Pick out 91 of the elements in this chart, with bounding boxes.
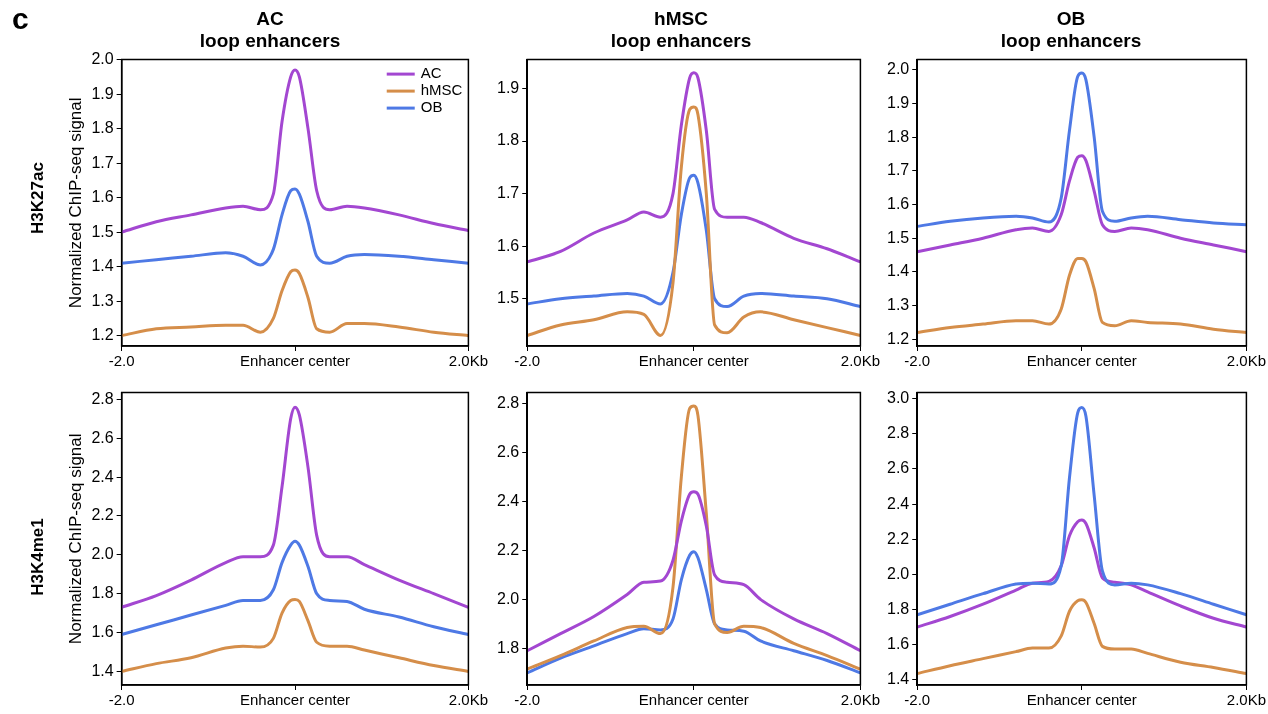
text: H3K4me1 [27, 518, 48, 596]
line-series [121, 539, 469, 636]
y-tick-label: 1.4 [886, 262, 910, 280]
line-series [917, 71, 1247, 228]
y-tick-label: 1.5 [91, 222, 114, 240]
line-series [917, 256, 1247, 335]
y-tick-label: 1.2 [886, 329, 910, 347]
y-tick-label: 2.4 [91, 467, 114, 485]
y-tick-label: 1.8 [886, 599, 910, 617]
y-tick-label: 1.7 [496, 184, 520, 202]
y-tick-label: 3.0 [886, 389, 910, 407]
y-tick-label: 2.0 [496, 589, 520, 607]
x-tick-label: 2.0Kb [1226, 691, 1266, 709]
line-series [121, 268, 469, 338]
x-tick-label: Enhancer center [1026, 352, 1137, 370]
y-tick-label: 1.5 [886, 228, 910, 246]
line-series [121, 598, 469, 673]
y-tick-label: 1.5 [496, 289, 520, 307]
line-series [527, 404, 861, 671]
chart-title: AC loop enhancers [199, 7, 341, 52]
y-tick-label: 2.2 [886, 529, 910, 547]
y-tick-label: 2.6 [91, 428, 114, 446]
legend-label: hMSC [420, 81, 463, 99]
x-tick-label: -2.0 [108, 352, 135, 370]
y-tick-label: 1.6 [91, 622, 114, 640]
line-series [121, 405, 469, 609]
y-tick-label: 1.3 [886, 295, 910, 313]
x-tick-label: Enhancer center [239, 691, 351, 709]
y-tick-label: 1.8 [91, 119, 114, 137]
y-tick-label: 1.6 [886, 194, 910, 212]
x-tick-label: -2.0 [904, 352, 931, 370]
y-tick-label: 2.8 [91, 389, 114, 407]
line-series [917, 154, 1247, 254]
x-tick-label: 2.0Kb [448, 691, 488, 709]
y-tick-label: 1.4 [91, 661, 114, 679]
x-tick-label: Enhancer center [239, 352, 351, 370]
line-series [917, 598, 1247, 676]
x-tick-label: Enhancer center [638, 352, 749, 370]
x-tick-label: 2.0Kb [448, 352, 488, 370]
y-tick-label: 1.6 [886, 635, 910, 653]
y-tick-label: 1.2 [91, 326, 114, 344]
x-tick-label: -2.0 [514, 352, 541, 370]
x-tick-label: 2.0Kb [1226, 352, 1266, 370]
chart-title: hMSC loop enhancers [610, 7, 752, 52]
x-tick-label: Enhancer center [638, 691, 749, 709]
y-tick-label: 1.9 [886, 93, 910, 111]
y-tick-label: 1.4 [886, 670, 910, 688]
line-series [917, 406, 1247, 617]
y-tick-label: 2.2 [91, 506, 114, 524]
legend-label: OB [420, 98, 443, 116]
line-series [121, 68, 469, 234]
y-tick-label: 1.6 [496, 236, 520, 254]
y-tick-label: 1.8 [91, 584, 114, 602]
line-series [527, 550, 861, 675]
x-tick-label: -2.0 [904, 691, 931, 709]
x-tick-label: 2.0Kb [840, 691, 880, 709]
line-series [527, 71, 861, 264]
y-tick-label: 2.0 [91, 50, 114, 68]
y-tick-label: 1.4 [91, 257, 114, 275]
y-axis-title: Normalized ChIP-seq signal [65, 433, 85, 645]
y-axis-title: Normalized ChIP-seq signal [65, 97, 85, 309]
legend-label: AC [420, 64, 442, 82]
x-tick-label: 2.0Kb [840, 352, 880, 370]
line-series [121, 187, 469, 267]
y-tick-label: 1.9 [91, 84, 114, 102]
y-tick-label: 2.4 [496, 491, 520, 509]
chart-title: OB loop enhancers [1000, 7, 1142, 52]
y-tick-label: 2.4 [886, 494, 910, 512]
x-tick-label: -2.0 [108, 691, 135, 709]
y-tick-label: 2.8 [496, 394, 520, 412]
line-series [527, 105, 861, 337]
text: H3K27ac [27, 161, 48, 234]
y-tick-label: 1.3 [91, 291, 114, 309]
y-tick-label: 2.0 [91, 545, 114, 563]
x-tick-label: -2.0 [514, 691, 541, 709]
line-series [527, 490, 861, 653]
y-tick-label: 1.7 [886, 161, 910, 179]
y-tick-label: 1.8 [886, 127, 910, 145]
y-tick-label: 1.6 [91, 188, 114, 206]
y-tick-label: 1.9 [496, 78, 520, 96]
y-tick-label: 2.0 [886, 60, 910, 78]
y-tick-label: 2.8 [886, 424, 910, 442]
y-tick-label: 2.6 [886, 459, 910, 477]
y-tick-label: 2.2 [496, 540, 520, 558]
y-tick-label: 1.8 [496, 638, 520, 656]
x-tick-label: Enhancer center [1026, 691, 1137, 709]
y-tick-label: 1.8 [496, 131, 520, 149]
y-tick-label: 2.0 [886, 564, 910, 582]
y-tick-label: 2.6 [496, 442, 520, 460]
text: c [12, 2, 29, 36]
y-tick-label: 1.7 [91, 153, 114, 171]
